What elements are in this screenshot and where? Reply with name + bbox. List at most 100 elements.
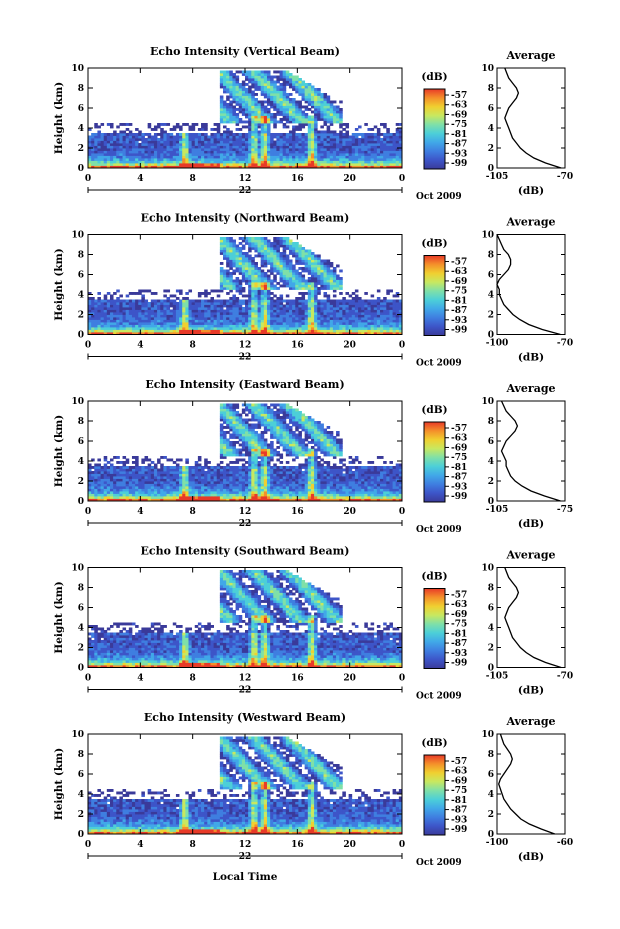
heatmap-cell bbox=[229, 163, 233, 166]
heatmap-cell bbox=[276, 113, 280, 116]
heatmap-cell bbox=[257, 307, 262, 310]
heatmap-cell bbox=[342, 324, 346, 328]
heatmap-cell bbox=[285, 264, 290, 268]
heatmap-cell bbox=[201, 140, 205, 144]
heatmap-cell bbox=[320, 491, 324, 494]
heatmap-cell bbox=[182, 158, 186, 161]
heatmap-cell bbox=[317, 309, 321, 313]
heatmap-cell bbox=[254, 103, 258, 106]
heatmap-cell bbox=[376, 135, 381, 139]
heatmap-cell bbox=[245, 493, 249, 497]
heatmap-cell bbox=[298, 163, 302, 166]
heatmap-cell bbox=[191, 302, 196, 305]
heatmap-cell bbox=[310, 498, 315, 502]
heatmap-cell bbox=[257, 254, 262, 258]
heatmap-cell bbox=[282, 488, 287, 492]
heatmap-cell bbox=[298, 78, 302, 81]
heatmap-cell bbox=[100, 148, 105, 151]
heatmap-cell bbox=[317, 90, 321, 94]
heatmap-cell bbox=[257, 279, 262, 283]
heatmap-cell bbox=[232, 165, 236, 169]
heatmap-cell bbox=[282, 113, 287, 116]
heatmap-cell bbox=[182, 322, 186, 325]
heatmap-cell bbox=[389, 302, 393, 305]
heatmap-cell bbox=[248, 312, 252, 315]
heatmap-cell bbox=[288, 312, 293, 315]
heatmap-cell bbox=[116, 329, 120, 333]
heatmap-cell bbox=[116, 327, 120, 330]
heatmap-cell bbox=[292, 158, 296, 161]
heatmap-cell bbox=[226, 302, 230, 305]
heatmap-cell bbox=[125, 150, 130, 154]
heatmap-cell bbox=[329, 165, 334, 169]
heatmap-cell bbox=[241, 491, 246, 494]
heatmap-cell bbox=[172, 163, 177, 166]
heatmap-cell bbox=[219, 322, 224, 325]
heatmap-cell bbox=[310, 262, 315, 265]
heatmap-cell bbox=[94, 148, 98, 151]
heatmap-cell bbox=[364, 329, 368, 333]
heatmap-cell bbox=[223, 70, 227, 74]
heatmap-cell bbox=[100, 133, 105, 136]
heatmap-cell bbox=[279, 317, 284, 320]
heatmap-cell bbox=[188, 133, 193, 136]
heatmap-cell bbox=[329, 130, 334, 134]
heatmap-cell bbox=[370, 304, 375, 308]
heatmap-cell bbox=[219, 83, 224, 86]
heatmap-cell bbox=[260, 282, 265, 285]
heatmap-cell bbox=[248, 108, 252, 111]
heatmap-cell bbox=[251, 327, 255, 330]
heatmap-cell bbox=[245, 120, 249, 124]
heatmap-cell bbox=[304, 292, 309, 295]
heatmap-cell bbox=[229, 150, 233, 154]
average-y-tick-label: 6 bbox=[488, 271, 494, 281]
heatmap-cell bbox=[301, 259, 306, 263]
heatmap-cell bbox=[232, 120, 236, 124]
heatmap-cell bbox=[138, 299, 142, 303]
heatmap-cell bbox=[323, 294, 328, 298]
heatmap-cell bbox=[150, 329, 155, 333]
heatmap-cell bbox=[392, 498, 397, 502]
heatmap-cell bbox=[153, 319, 158, 323]
heatmap-cell bbox=[223, 100, 227, 104]
heatmap-cell bbox=[298, 259, 302, 263]
heatmap-cell bbox=[282, 319, 287, 323]
heatmap-cell bbox=[332, 324, 337, 328]
heatmap-cell bbox=[329, 274, 334, 278]
heatmap-cell bbox=[241, 257, 246, 260]
heatmap-cell bbox=[285, 257, 290, 260]
heatmap-cell bbox=[175, 304, 180, 308]
heatmap-cell bbox=[285, 70, 290, 74]
heatmap-cell bbox=[223, 73, 227, 76]
heatmap-cell bbox=[116, 153, 120, 156]
heatmap-cell bbox=[380, 150, 384, 154]
heatmap-cell bbox=[188, 302, 193, 305]
heatmap-cell bbox=[320, 324, 324, 328]
heatmap-cell bbox=[336, 312, 340, 315]
heatmap-cell bbox=[342, 163, 346, 166]
heatmap-cell bbox=[326, 279, 331, 283]
heatmap-cell bbox=[307, 267, 312, 270]
heatmap-cell bbox=[144, 143, 149, 146]
heatmap-cell bbox=[163, 324, 167, 328]
heatmap-cell bbox=[131, 163, 136, 166]
heatmap-cell bbox=[351, 317, 356, 320]
heatmap-cell bbox=[251, 150, 255, 154]
heatmap-cell bbox=[113, 304, 117, 308]
heatmap-cell bbox=[125, 312, 130, 315]
heatmap-cell bbox=[254, 125, 258, 129]
heatmap-cell bbox=[263, 496, 268, 499]
heatmap-cell bbox=[251, 98, 255, 101]
heatmap-cell bbox=[386, 307, 390, 310]
heatmap-cell bbox=[279, 163, 284, 166]
heatmap-cell bbox=[150, 491, 155, 494]
heatmap-cell bbox=[207, 163, 211, 166]
heatmap-cell bbox=[307, 252, 312, 255]
heatmap-cell bbox=[153, 128, 158, 131]
heatmap-cell bbox=[241, 158, 246, 161]
heatmap-cell bbox=[257, 322, 262, 325]
heatmap-cell bbox=[157, 304, 161, 308]
heatmap-cell bbox=[298, 113, 302, 116]
heatmap-cell bbox=[345, 292, 350, 295]
heatmap-cell bbox=[288, 287, 293, 290]
